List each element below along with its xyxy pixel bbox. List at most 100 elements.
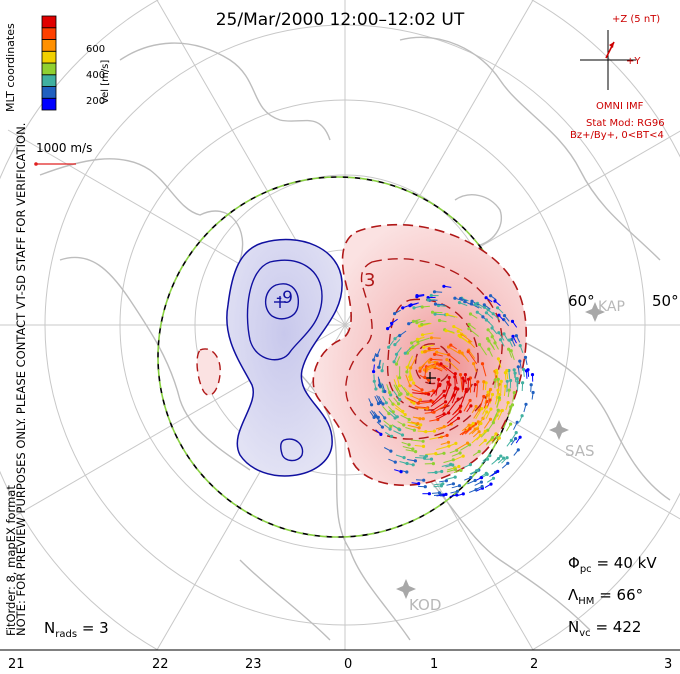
vector-line (507, 406, 512, 414)
vector-line (445, 464, 453, 468)
vector-line (458, 335, 468, 342)
vector-line (424, 364, 427, 378)
vector-line (472, 451, 480, 457)
vector-line (393, 403, 404, 412)
vector-line (391, 318, 398, 324)
vector-line (434, 367, 443, 372)
mlt-tick-2: 2 (530, 657, 539, 672)
vector-line (373, 364, 375, 372)
velocity-scale-dot (34, 162, 38, 166)
vector-line (388, 458, 396, 463)
vector-line (482, 363, 487, 377)
mlt-tick-22: 22 (152, 657, 169, 672)
vector-line (474, 481, 482, 486)
vector-line (497, 457, 504, 464)
colorbar-block (41, 86, 57, 99)
vector-line (431, 390, 445, 405)
vector-line (449, 494, 457, 498)
radar-marker-kap (585, 302, 605, 322)
vector-line (473, 384, 476, 393)
colorbar-block (41, 97, 57, 111)
radar-count: Nrads = 3 (44, 619, 109, 640)
vector-line (493, 410, 500, 423)
vector-line (461, 297, 469, 302)
vector-line (430, 395, 445, 407)
negative-contour-inner (246, 259, 323, 361)
vector-line (422, 332, 434, 336)
vector-line (483, 401, 488, 409)
vector-line (375, 429, 382, 435)
vector-line (523, 404, 527, 413)
vector-line (427, 471, 437, 474)
vector-line (506, 440, 512, 447)
colorbar-label: Vel [m/s] (100, 59, 111, 104)
vector-line (485, 382, 487, 390)
vector-line (405, 427, 415, 431)
imf-condition: Bz+/By+, 0<BT<4 (570, 130, 664, 141)
vector-line (405, 449, 416, 453)
vector-line (434, 483, 443, 486)
vector-line (512, 392, 515, 402)
vector-line (396, 375, 400, 386)
vector-line (494, 342, 499, 350)
vector-line (486, 312, 494, 319)
vector-line (393, 379, 398, 390)
vector-line (504, 372, 507, 381)
vector-line (460, 444, 470, 451)
coordinate-system-label: MLT coordinates (4, 23, 17, 112)
vector-line (523, 369, 525, 377)
vector-line (382, 396, 387, 404)
vector-line (451, 485, 460, 489)
vector-line (470, 313, 478, 319)
vector-line (419, 357, 431, 369)
vector-line (425, 366, 435, 372)
colorbar-block (41, 50, 57, 64)
vector-line (503, 319, 510, 327)
vector-line (497, 358, 502, 368)
vector-line (393, 390, 401, 400)
vector-line (411, 482, 419, 485)
vector-line (412, 392, 429, 395)
vector-line (432, 366, 443, 370)
vector-line (373, 381, 377, 390)
vector-line (483, 419, 491, 429)
vector-line (423, 430, 435, 433)
imf-y-label: +Y (626, 56, 641, 67)
vector-line (445, 382, 449, 392)
vector-line (471, 406, 477, 414)
vector-origin (515, 420, 519, 424)
vector-line (519, 345, 524, 353)
vector-line (436, 452, 445, 456)
vector-line (410, 421, 418, 425)
vector-line (505, 423, 512, 432)
map-title: 25/Mar/2000 12:00–12:02 UT (215, 10, 465, 30)
vector-line (485, 297, 493, 303)
vector-line (436, 445, 450, 451)
vector-line (515, 436, 521, 444)
vector-line (447, 417, 459, 427)
vector-line (450, 490, 458, 494)
vector-line (400, 414, 410, 420)
vector-line (376, 348, 381, 356)
vector-line (435, 313, 445, 316)
vector-line (438, 305, 447, 307)
vector-line (471, 303, 480, 309)
vector-line (393, 384, 401, 396)
vector-line (381, 362, 384, 371)
vector-line (456, 493, 464, 497)
vector-line (476, 381, 479, 398)
vector-line (383, 447, 392, 452)
vector-line (531, 392, 534, 400)
vector-line (473, 409, 480, 419)
vector-line (406, 355, 414, 368)
vector-line (411, 389, 426, 394)
vector-line (513, 422, 518, 430)
vector-line (411, 395, 421, 401)
vector-line (452, 405, 462, 416)
vector-line (491, 458, 499, 465)
vector-line (447, 398, 459, 414)
vector-line (487, 399, 491, 407)
vector-line (468, 323, 476, 330)
vector-line (394, 309, 401, 315)
vector-line (491, 437, 498, 444)
